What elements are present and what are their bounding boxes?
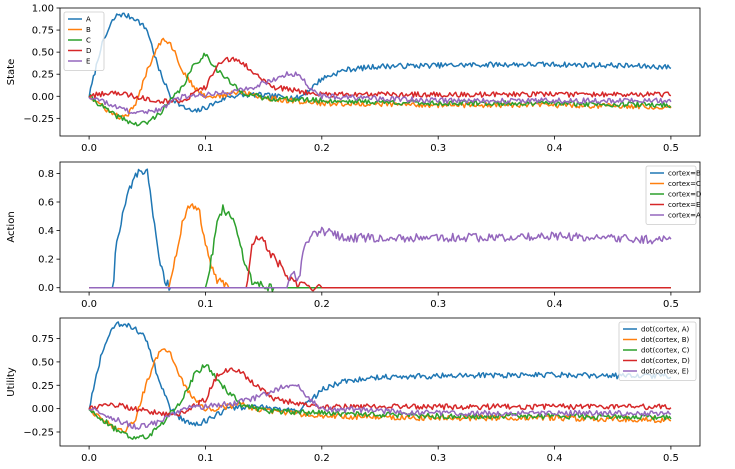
y-tick-label: 0.2 [38, 255, 54, 266]
y-tick-label: 0.00 [32, 92, 54, 103]
series-line-dot-cortex-b [88, 348, 672, 434]
y-tick-label: 0.75 [32, 26, 54, 37]
legend-label: cortex=A [668, 212, 701, 220]
y-tick-label: 0.25 [32, 381, 54, 392]
axes-frame [59, 161, 701, 293]
series-line-c [88, 52, 672, 127]
x-tick-label: 0.5 [663, 143, 679, 154]
x-tick-label: 0.4 [547, 299, 563, 310]
y-tick-label: 0.6 [38, 198, 54, 209]
series-line-cortex-b [89, 168, 671, 291]
y-tick-label: 0.8 [38, 169, 54, 180]
series-line-dot-cortex-d [88, 367, 672, 417]
legend-label: D [86, 47, 91, 55]
x-tick-label: 0.2 [314, 143, 330, 154]
legend-label: cortex=C [668, 180, 701, 188]
x-tick-label: 0.4 [547, 143, 563, 154]
y-tick-label: −0.25 [23, 427, 54, 438]
series-line-e [88, 71, 672, 115]
y-tick-label: 0.50 [32, 48, 54, 59]
legend-label: cortex=D [668, 191, 701, 199]
legend-label: A [86, 16, 91, 24]
legend-label: C [86, 37, 91, 45]
legend-label: E [86, 58, 90, 66]
series-line-dot-cortex-c [88, 364, 672, 440]
legend-frame [618, 321, 697, 381]
legend: dot(cortex, A) dot(cortex, B) dot(cortex, … [618, 321, 697, 381]
series-line-a [88, 12, 672, 113]
x-tick-label: 0.2 [314, 453, 330, 464]
x-tick-label: 0.0 [81, 299, 97, 310]
y-axis-label: Utility [6, 367, 17, 396]
state-chart: 0.0 0.1 0.2 0.3 0.4 0.5 −0.25 0.00 0.25 0.50 0.75 1… [6, 4, 701, 154]
y-tick-label: 1.00 [32, 4, 54, 15]
legend-frame [63, 11, 105, 71]
x-tick-label: 0.3 [430, 143, 446, 154]
y-tick-label: 0.0 [38, 283, 54, 294]
x-tick-label: 0.1 [198, 143, 214, 154]
y-tick-label: 0.00 [32, 404, 54, 415]
legend-label: cortex=B [668, 170, 701, 178]
legend-label: dot(cortex, B) [641, 336, 690, 344]
axes-frame [59, 317, 701, 447]
legend-label: dot(cortex, E) [641, 368, 689, 376]
legend-label: dot(cortex, D) [641, 357, 690, 365]
series-line-cortex-c [89, 203, 671, 289]
axes-frame [59, 7, 701, 137]
y-axis-label: State [6, 59, 17, 85]
series-line-dot-cortex-e [88, 383, 672, 430]
x-tick-label: 0.4 [547, 453, 563, 464]
y-tick-label: 0.25 [32, 70, 54, 81]
x-tick-label: 0.3 [430, 453, 446, 464]
x-tick-label: 0.1 [198, 453, 214, 464]
legend: cortex=B cortex=C cortex=D cortex=E cortex=A [645, 165, 701, 225]
legend-label: dot(cortex, C) [641, 347, 690, 355]
y-tick-label: 0.50 [32, 357, 54, 368]
legend-label: cortex=E [668, 201, 700, 209]
legend-label: B [86, 26, 91, 34]
series-line-cortex-e [89, 235, 671, 292]
legend-frame [645, 165, 697, 225]
series-line-d [88, 56, 672, 104]
x-tick-label: 0.1 [198, 299, 214, 310]
utility-chart: 0.0 0.1 0.2 0.3 0.4 0.5 −0.25 0.00 0.25 0.50 0.75 U… [6, 317, 701, 464]
y-tick-label: 0.4 [38, 226, 54, 237]
y-tick-label: −0.25 [23, 114, 54, 125]
x-tick-label: 0.0 [81, 143, 97, 154]
x-tick-label: 0.0 [81, 453, 97, 464]
x-tick-label: 0.3 [430, 299, 446, 310]
series-line-b [89, 37, 672, 120]
legend-label: dot(cortex, A) [641, 326, 690, 334]
series-line-cortex-d [89, 204, 671, 292]
x-tick-label: 0.5 [663, 299, 679, 310]
x-tick-label: 0.2 [314, 299, 330, 310]
y-axis-label: Action [6, 211, 17, 242]
y-tick-label: 0.75 [32, 334, 54, 345]
series-line-dot-cortex-a [88, 321, 672, 427]
action-chart: 0.0 0.1 0.2 0.3 0.4 0.5 0.0 0.2 0.4 0.6 0.8 Action c… [6, 161, 701, 310]
series-line-cortex-a [89, 226, 672, 289]
x-tick-label: 0.5 [663, 453, 679, 464]
